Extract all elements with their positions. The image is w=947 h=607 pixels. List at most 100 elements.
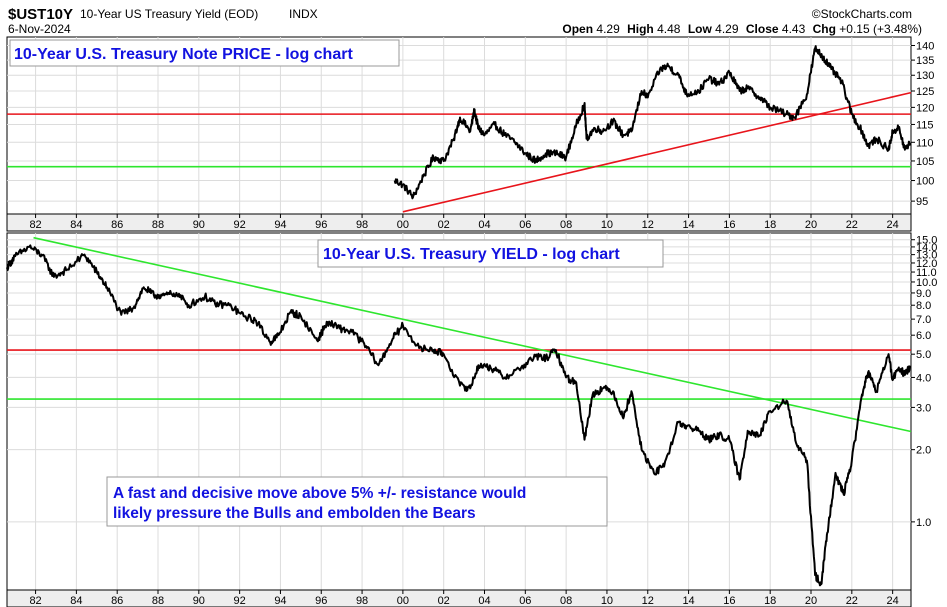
yield-y-axis: 15.014.013.012.011.010.09.08.0 7.0 6.0 5.0 4… xyxy=(911,235,937,529)
annotation-line: A fast and decisive move above 5% +/- re… xyxy=(113,485,526,502)
x-tick-label: 12 xyxy=(642,219,654,231)
red-trend-line xyxy=(402,91,912,213)
y-tick-label: 9.0 xyxy=(916,288,931,300)
y-tick-label: 100 xyxy=(916,176,934,188)
y-tick-label: 140 xyxy=(916,41,934,53)
x-tick-label: 16 xyxy=(723,219,735,231)
yield-title-box xyxy=(317,239,664,268)
x-tick-label: 98 xyxy=(356,219,368,231)
price-title-box xyxy=(9,39,400,67)
yield-series xyxy=(6,244,911,587)
price-x-axis: 82 84 86 88 90 92 94 96 98 00 02 04 06 08 10 12 14 16 18 20… xyxy=(29,214,899,231)
x-tick-label: 20 xyxy=(805,219,817,231)
y-tick-label: 105 xyxy=(916,156,934,168)
x-tick-label: 16 xyxy=(723,595,735,607)
x-tick-label: 96 xyxy=(315,219,327,231)
x-tick-label: 04 xyxy=(478,219,490,231)
x-tick-label: 92 xyxy=(234,219,246,231)
y-tick-label: 2.0 xyxy=(916,445,931,457)
price-y-axis: 140 135 130 125 120 115 110 105 100 95 xyxy=(911,41,934,208)
chg-label: Chg xyxy=(813,22,836,36)
chg-value: +0.15 (+3.48%) xyxy=(839,22,922,36)
high-value: 4.48 xyxy=(657,22,681,36)
y-tick-label: 13.0 xyxy=(916,250,937,262)
yield-x-axis: 82 84 86 88 90 92 94 96 98 00 02 04 06 08 10 12 14 16 18 20… xyxy=(29,590,899,607)
annotation-box xyxy=(106,476,608,527)
close-label: Close xyxy=(746,22,779,36)
low-value: 4.29 xyxy=(715,22,739,36)
low-label: Low xyxy=(688,22,713,36)
series-line xyxy=(6,244,911,587)
open-value: 4.29 xyxy=(596,22,620,36)
annotation-line: likely pressure the Bulls and embolden t… xyxy=(113,505,476,522)
x-tick-label: 02 xyxy=(438,219,450,231)
y-tick-label: 125 xyxy=(916,86,934,98)
x-tick-label: 86 xyxy=(111,219,123,231)
date-label: 6-Nov-2024 xyxy=(8,22,71,36)
x-tick-label: 86 xyxy=(111,595,123,607)
x-tick-label: 02 xyxy=(438,595,450,607)
y-tick-label: 4.0 xyxy=(916,372,931,384)
y-tick-label: 6.0 xyxy=(916,330,931,342)
y-tick-label: 7.0 xyxy=(916,314,931,326)
y-tick-label: 14.0 xyxy=(916,242,937,254)
yield-reference-lines xyxy=(7,236,912,433)
high-label: High xyxy=(627,22,654,36)
y-tick-label: 12.0 xyxy=(916,258,937,270)
yield-title: 10-Year U.S. Treasury YIELD - log chart xyxy=(323,246,620,263)
x-tick-label: 08 xyxy=(560,595,572,607)
x-tick-label: 12 xyxy=(642,595,654,607)
brand-label: ©StockCharts.com xyxy=(812,7,912,21)
y-tick-label: 120 xyxy=(916,102,934,114)
series-line xyxy=(393,45,911,200)
y-tick-label: 10.0 xyxy=(916,277,937,289)
annotation-text: A fast and decisive move above 5% +/- re… xyxy=(113,485,526,522)
yield-x-axis-strip xyxy=(6,589,912,607)
y-tick-label: 11.0 xyxy=(916,267,937,279)
yield-plot-area xyxy=(6,232,912,591)
x-tick-label: 90 xyxy=(193,219,205,231)
x-tick-label: 96 xyxy=(315,595,327,607)
x-tick-label: 22 xyxy=(846,219,858,231)
y-tick-label: 110 xyxy=(916,137,934,149)
x-tick-label: 82 xyxy=(29,595,41,607)
x-tick-label: 98 xyxy=(356,595,368,607)
x-tick-label: 00 xyxy=(397,219,409,231)
x-tick-label: 88 xyxy=(152,219,164,231)
x-tick-label: 08 xyxy=(560,219,572,231)
price-x-axis-strip xyxy=(6,213,912,232)
x-tick-label: 00 xyxy=(397,595,409,607)
x-tick-label: 94 xyxy=(274,219,286,231)
symbol-description: 10-Year US Treasury Yield (EOD) xyxy=(80,7,258,21)
x-tick-label: 92 xyxy=(234,595,246,607)
x-tick-label: 14 xyxy=(682,219,694,231)
y-tick-label: 115 xyxy=(916,119,934,131)
x-tick-label: 90 xyxy=(193,595,205,607)
x-tick-label: 82 xyxy=(29,219,41,231)
x-tick-label: 24 xyxy=(887,595,899,607)
y-tick-label: 95 xyxy=(916,196,928,208)
yield-panel: 15.014.013.012.011.010.09.08.0 7.0 6.0 5.0 4… xyxy=(6,232,937,591)
price-title: 10-Year U.S. Treasury Note PRICE - log c… xyxy=(14,46,353,63)
y-tick-label: 135 xyxy=(916,55,934,67)
y-tick-label: 130 xyxy=(916,70,934,82)
x-tick-label: 20 xyxy=(805,595,817,607)
x-tick-label: 18 xyxy=(764,219,776,231)
y-tick-label: 8.0 xyxy=(916,300,931,312)
y-tick-label: 3.0 xyxy=(916,402,931,414)
x-tick-label: 14 xyxy=(682,595,694,607)
y-tick-label: 1.0 xyxy=(916,517,931,529)
exchange-label: INDX xyxy=(289,7,318,21)
x-tick-label: 10 xyxy=(601,219,613,231)
x-tick-label: 84 xyxy=(70,219,82,231)
x-tick-label: 88 xyxy=(152,595,164,607)
y-tick-label: 5.0 xyxy=(916,349,931,361)
close-value: 4.43 xyxy=(782,22,806,36)
x-tick-label: 04 xyxy=(478,595,490,607)
x-tick-label: 94 xyxy=(274,595,286,607)
x-tick-label: 22 xyxy=(846,595,858,607)
x-tick-label: 10 xyxy=(601,595,613,607)
symbol-label: $UST10Y xyxy=(8,6,73,23)
green-trend-line xyxy=(33,236,912,433)
